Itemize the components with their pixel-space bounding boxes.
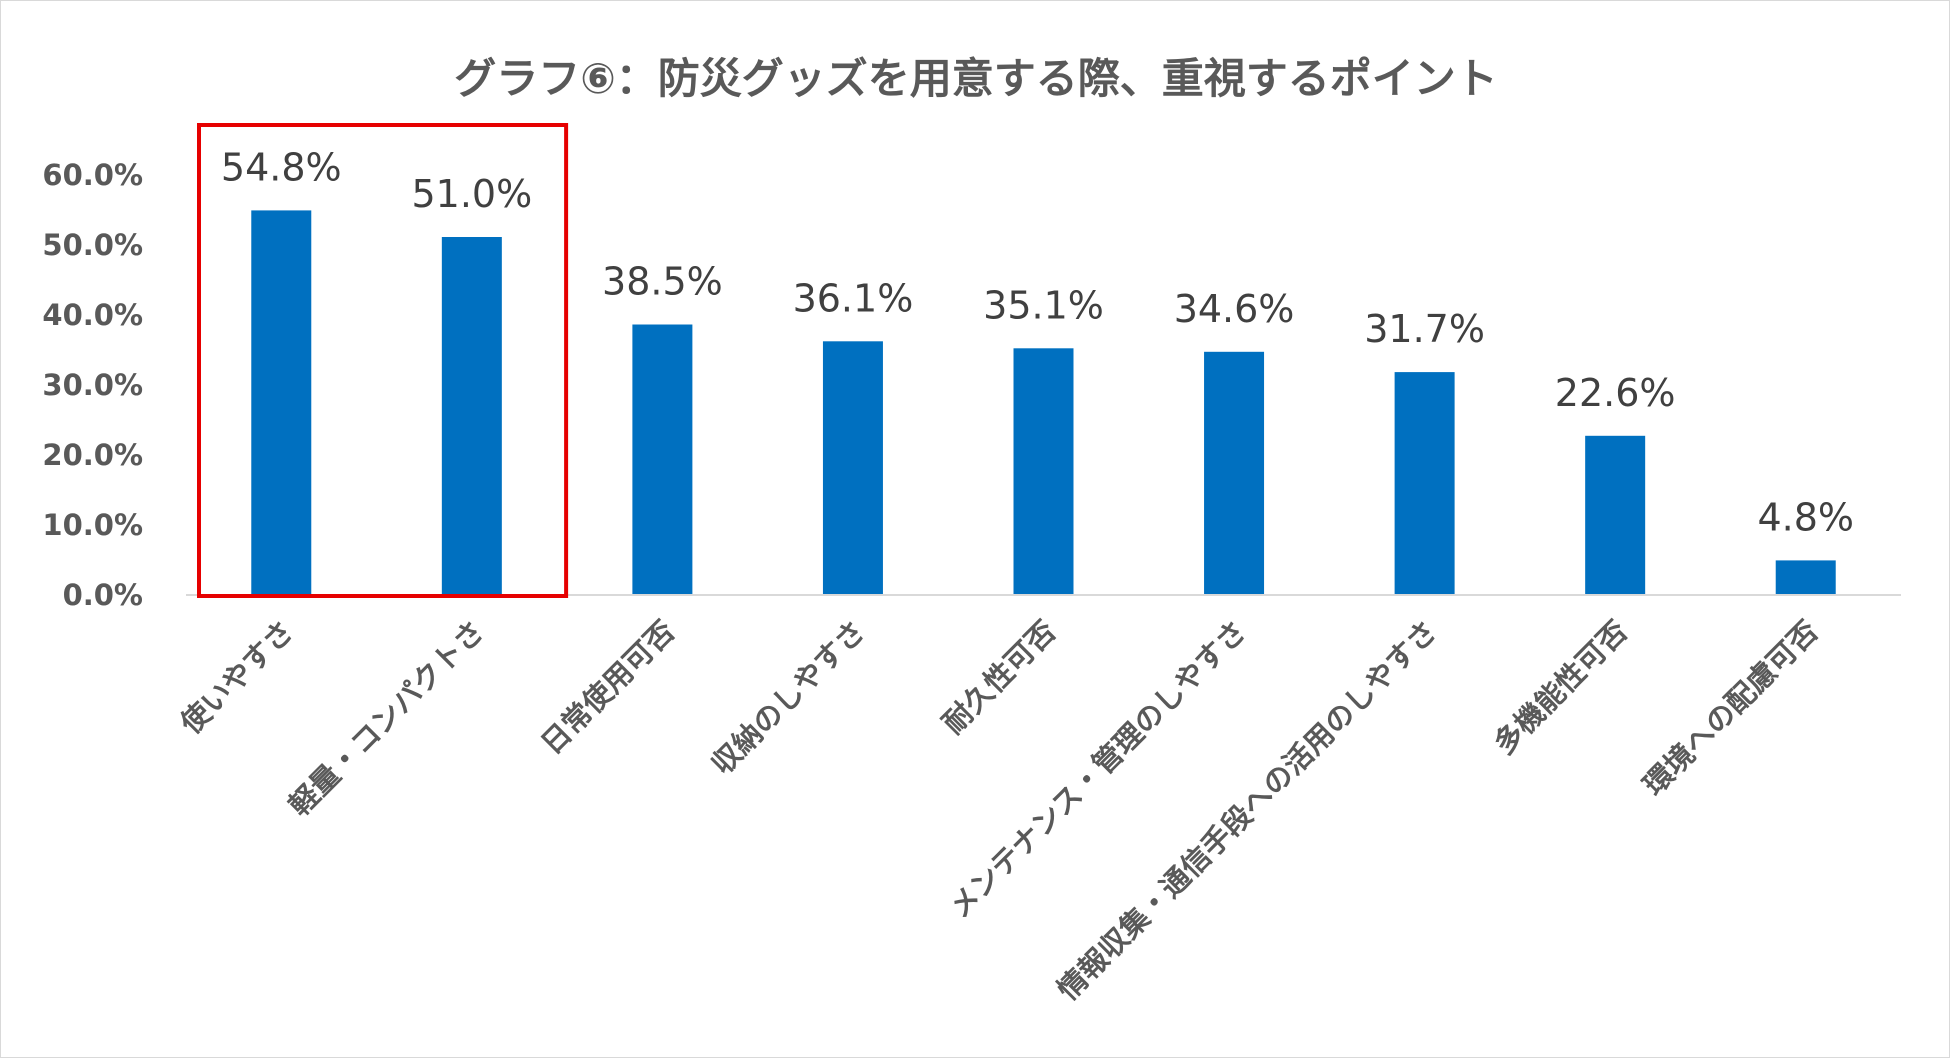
y-tick-label: 40.0% [42, 298, 143, 332]
data-label: 22.6% [1555, 371, 1676, 415]
data-label: 36.1% [793, 276, 914, 320]
bar [1775, 560, 1836, 594]
chart-title: グラフ⑥：防災グッズを用意する際、重視するポイント [454, 54, 1498, 103]
bar [1394, 372, 1455, 594]
y-tick-label: 20.0% [42, 438, 143, 472]
data-labels: 54.8% 51.0% 38.5% 36.1% 35.1% 34.6% 31.7% 22.6%… [221, 145, 1854, 539]
y-tick-label: 0.0% [63, 578, 143, 612]
category-label: 日常使用可否 [534, 614, 681, 761]
category-label: 収納のしやすさ [705, 614, 872, 781]
bars [251, 210, 1836, 594]
y-tick-label: 10.0% [42, 508, 143, 542]
category-label: 多機能性可否 [1487, 614, 1634, 761]
bar [441, 237, 502, 594]
category-label: 軽量・コンパクトさ [282, 614, 491, 823]
y-axis-ticks: 0.0% 10.0% 20.0% 30.0% 40.0% 50.0% 60.0% [42, 158, 143, 612]
bar [632, 324, 693, 594]
category-label: 環境への配慮可否 [1637, 614, 1825, 802]
y-tick-label: 30.0% [42, 368, 143, 402]
highlight-box [197, 123, 569, 598]
y-tick-label: 60.0% [42, 158, 143, 192]
category-label: メンテナンス・管理のしやすさ [942, 614, 1253, 925]
bar [1013, 348, 1074, 594]
category-label: 使いやすさ [173, 614, 300, 741]
y-tick-label: 50.0% [42, 228, 143, 262]
bar [1204, 351, 1265, 594]
data-label: 34.6% [1174, 287, 1295, 331]
bar [251, 210, 312, 594]
category-label: 情報収集・通信手段への活用のしやすさ [1051, 614, 1444, 1007]
data-label: 35.1% [983, 283, 1104, 327]
bar [1585, 435, 1646, 594]
bar [822, 341, 883, 594]
data-label: 51.0% [411, 172, 532, 216]
category-label: 耐久性可否 [936, 614, 1063, 741]
data-label: 54.8% [221, 145, 342, 189]
data-label: 31.7% [1364, 307, 1485, 351]
data-label: 38.5% [602, 260, 723, 304]
data-label: 4.8% [1757, 495, 1854, 539]
